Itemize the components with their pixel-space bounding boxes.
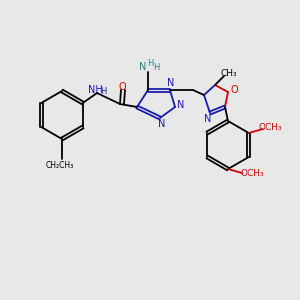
Text: NH: NH <box>88 85 102 95</box>
Text: N: N <box>177 100 185 110</box>
Text: O: O <box>118 82 126 92</box>
Text: OCH₃: OCH₃ <box>259 122 283 131</box>
Text: CH₃: CH₃ <box>221 68 237 77</box>
Text: O: O <box>230 85 238 95</box>
Text: H: H <box>153 62 159 71</box>
Text: N: N <box>167 78 175 88</box>
Text: N: N <box>158 119 166 129</box>
Text: H: H <box>147 59 153 68</box>
Text: N: N <box>204 114 212 124</box>
Text: H: H <box>100 88 106 97</box>
Text: CH₂CH₃: CH₂CH₃ <box>46 160 74 169</box>
Text: OCH₃: OCH₃ <box>240 169 264 178</box>
Text: N: N <box>139 62 147 72</box>
